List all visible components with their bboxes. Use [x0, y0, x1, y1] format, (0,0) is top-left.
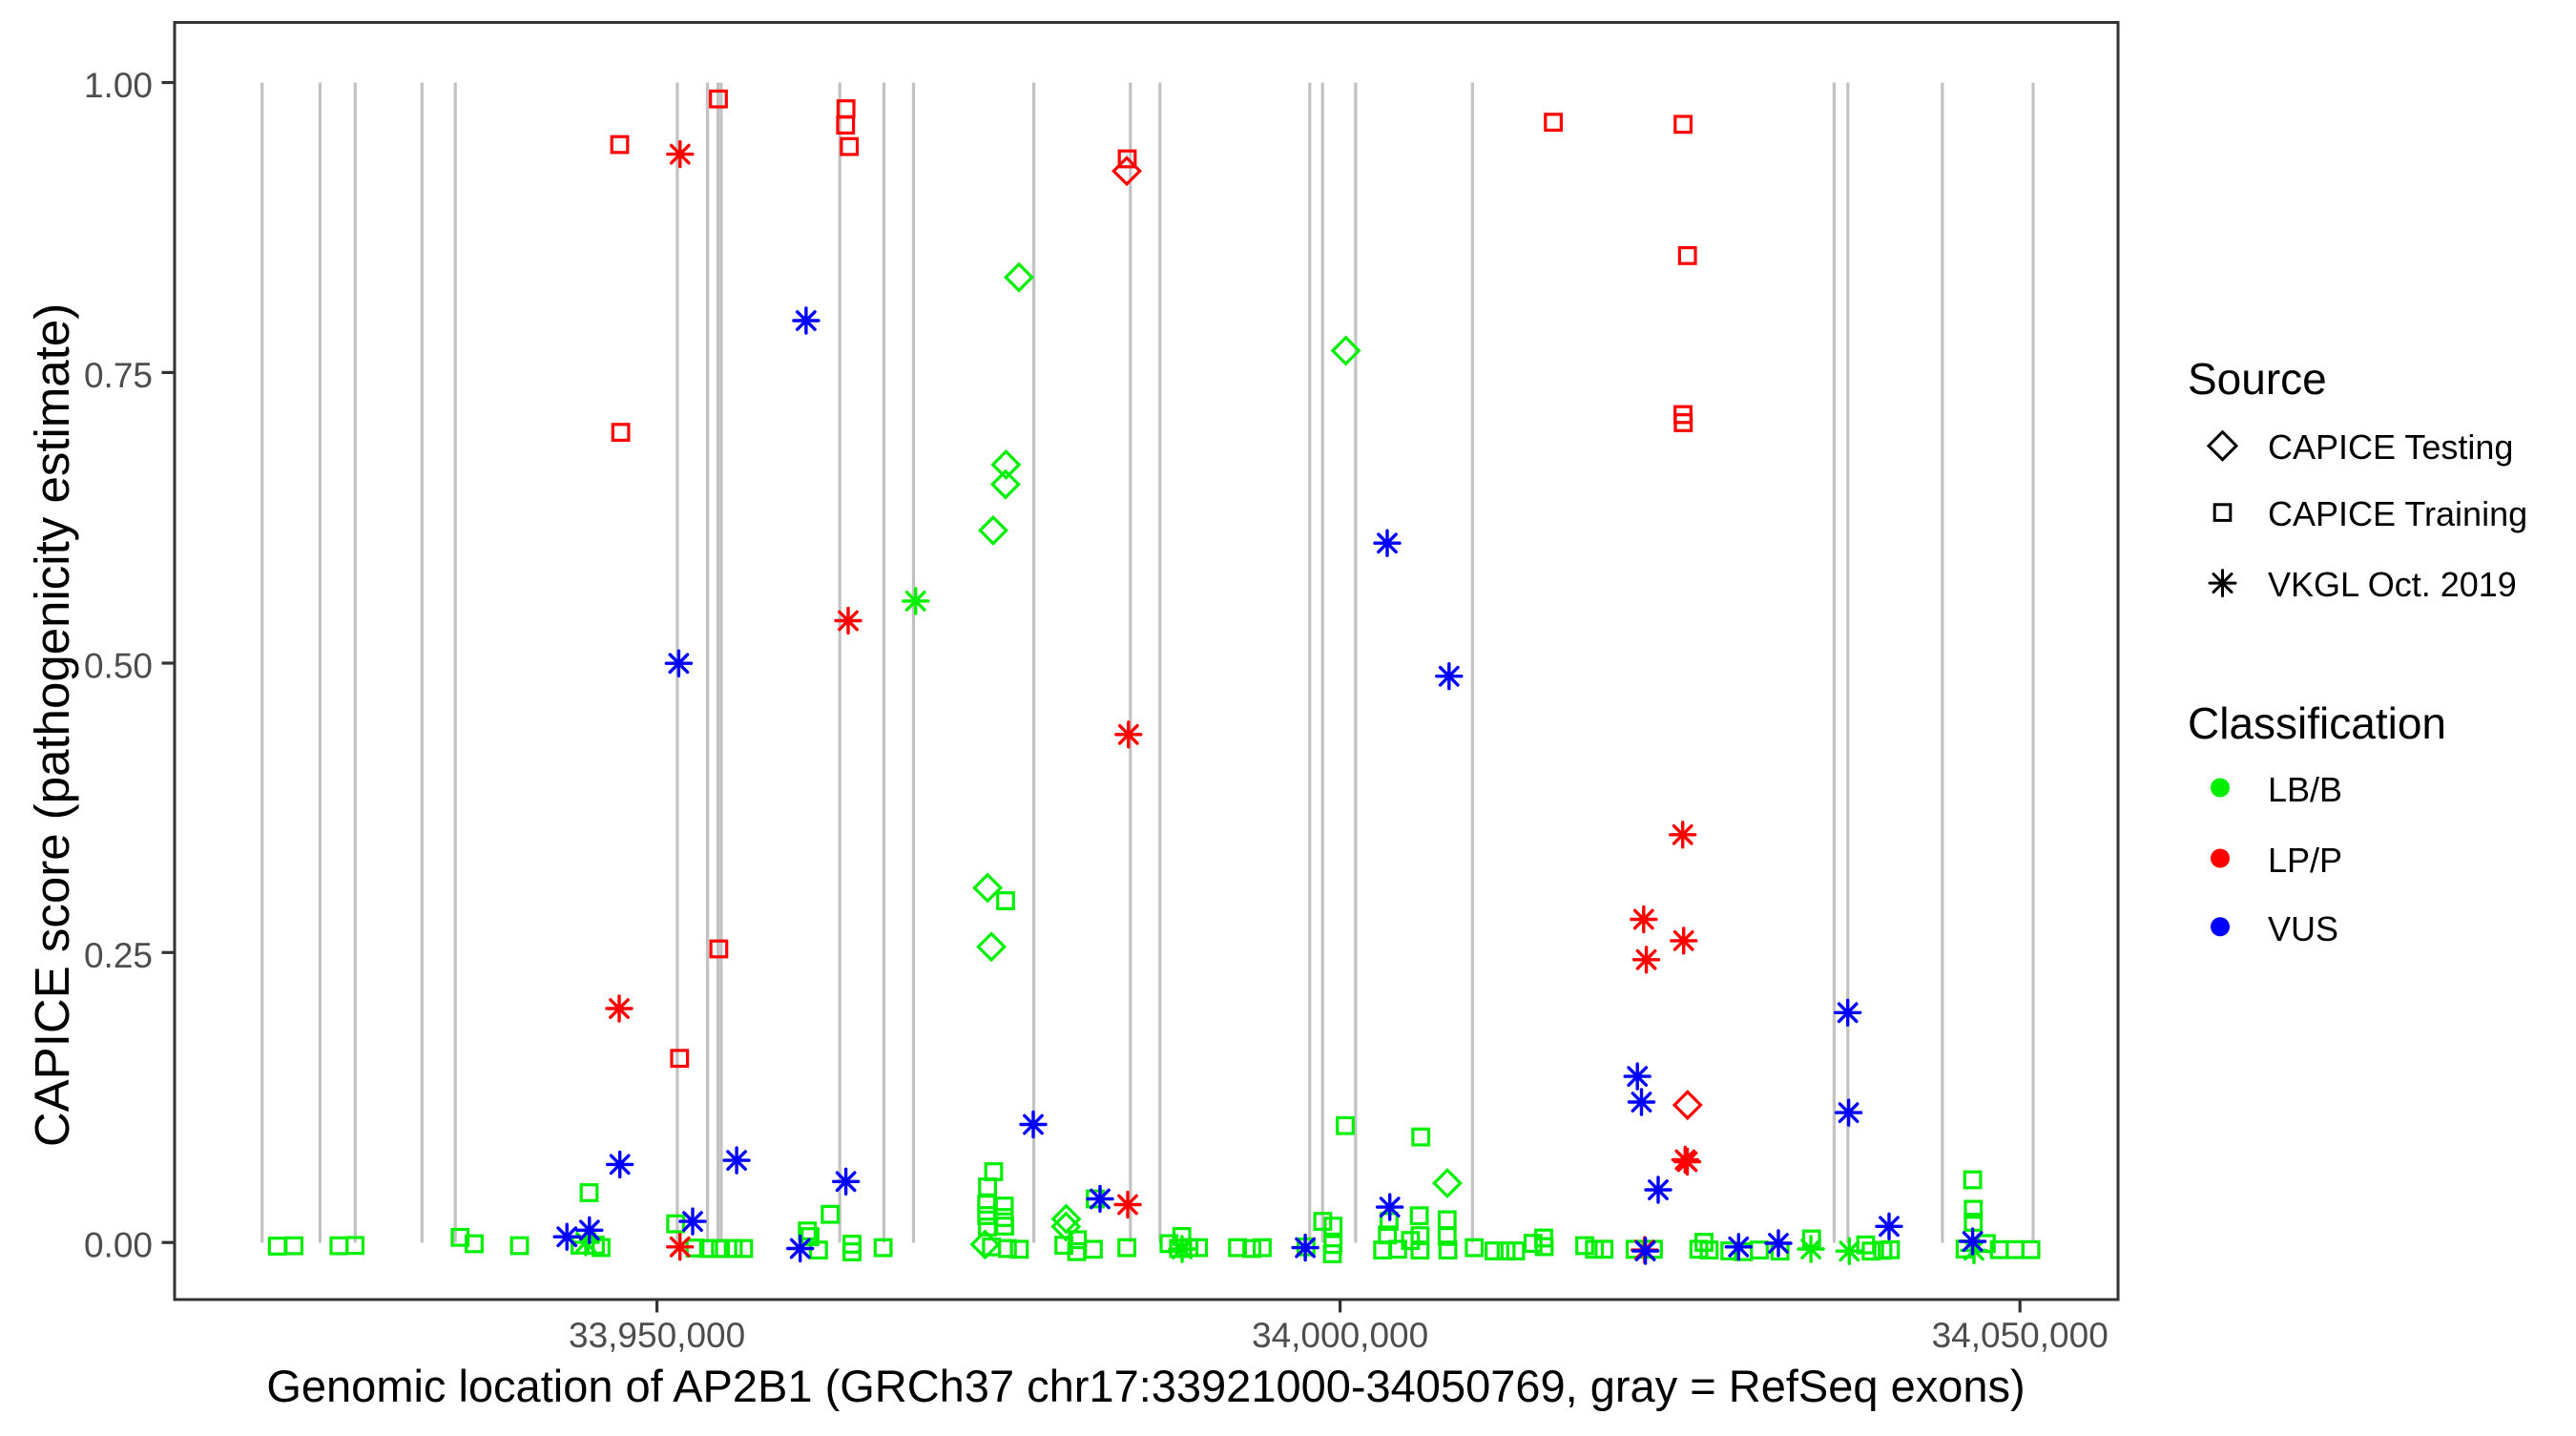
svg-text:VUS: VUS — [2268, 909, 2338, 948]
svg-text:CAPICE Testing: CAPICE Testing — [2268, 427, 2513, 467]
svg-text:0.00: 0.00 — [84, 1226, 153, 1265]
svg-text:Genomic location of AP2B1 (GRC: Genomic location of AP2B1 (GRCh37 chr17:… — [266, 1361, 2025, 1411]
svg-text:LP/P: LP/P — [2268, 841, 2342, 880]
svg-text:Classification: Classification — [2188, 698, 2446, 748]
svg-text:34,000,000: 34,000,000 — [1252, 1316, 1428, 1355]
svg-text:33,950,000: 33,950,000 — [569, 1316, 745, 1355]
svg-text:LB/B: LB/B — [2268, 770, 2342, 809]
svg-text:1.00: 1.00 — [84, 66, 153, 105]
svg-text:CAPICE score (pathogenicity es: CAPICE score (pathogenicity estimate) — [25, 303, 79, 1147]
svg-text:0.25: 0.25 — [84, 936, 153, 975]
svg-text:0.50: 0.50 — [84, 647, 153, 686]
svg-text:34,050,000: 34,050,000 — [1932, 1316, 2109, 1355]
svg-text:CAPICE Training: CAPICE Training — [2268, 494, 2527, 533]
svg-text:Source: Source — [2188, 354, 2327, 404]
svg-text:0.75: 0.75 — [84, 356, 153, 395]
svg-text:VKGL Oct. 2019: VKGL Oct. 2019 — [2268, 565, 2517, 604]
